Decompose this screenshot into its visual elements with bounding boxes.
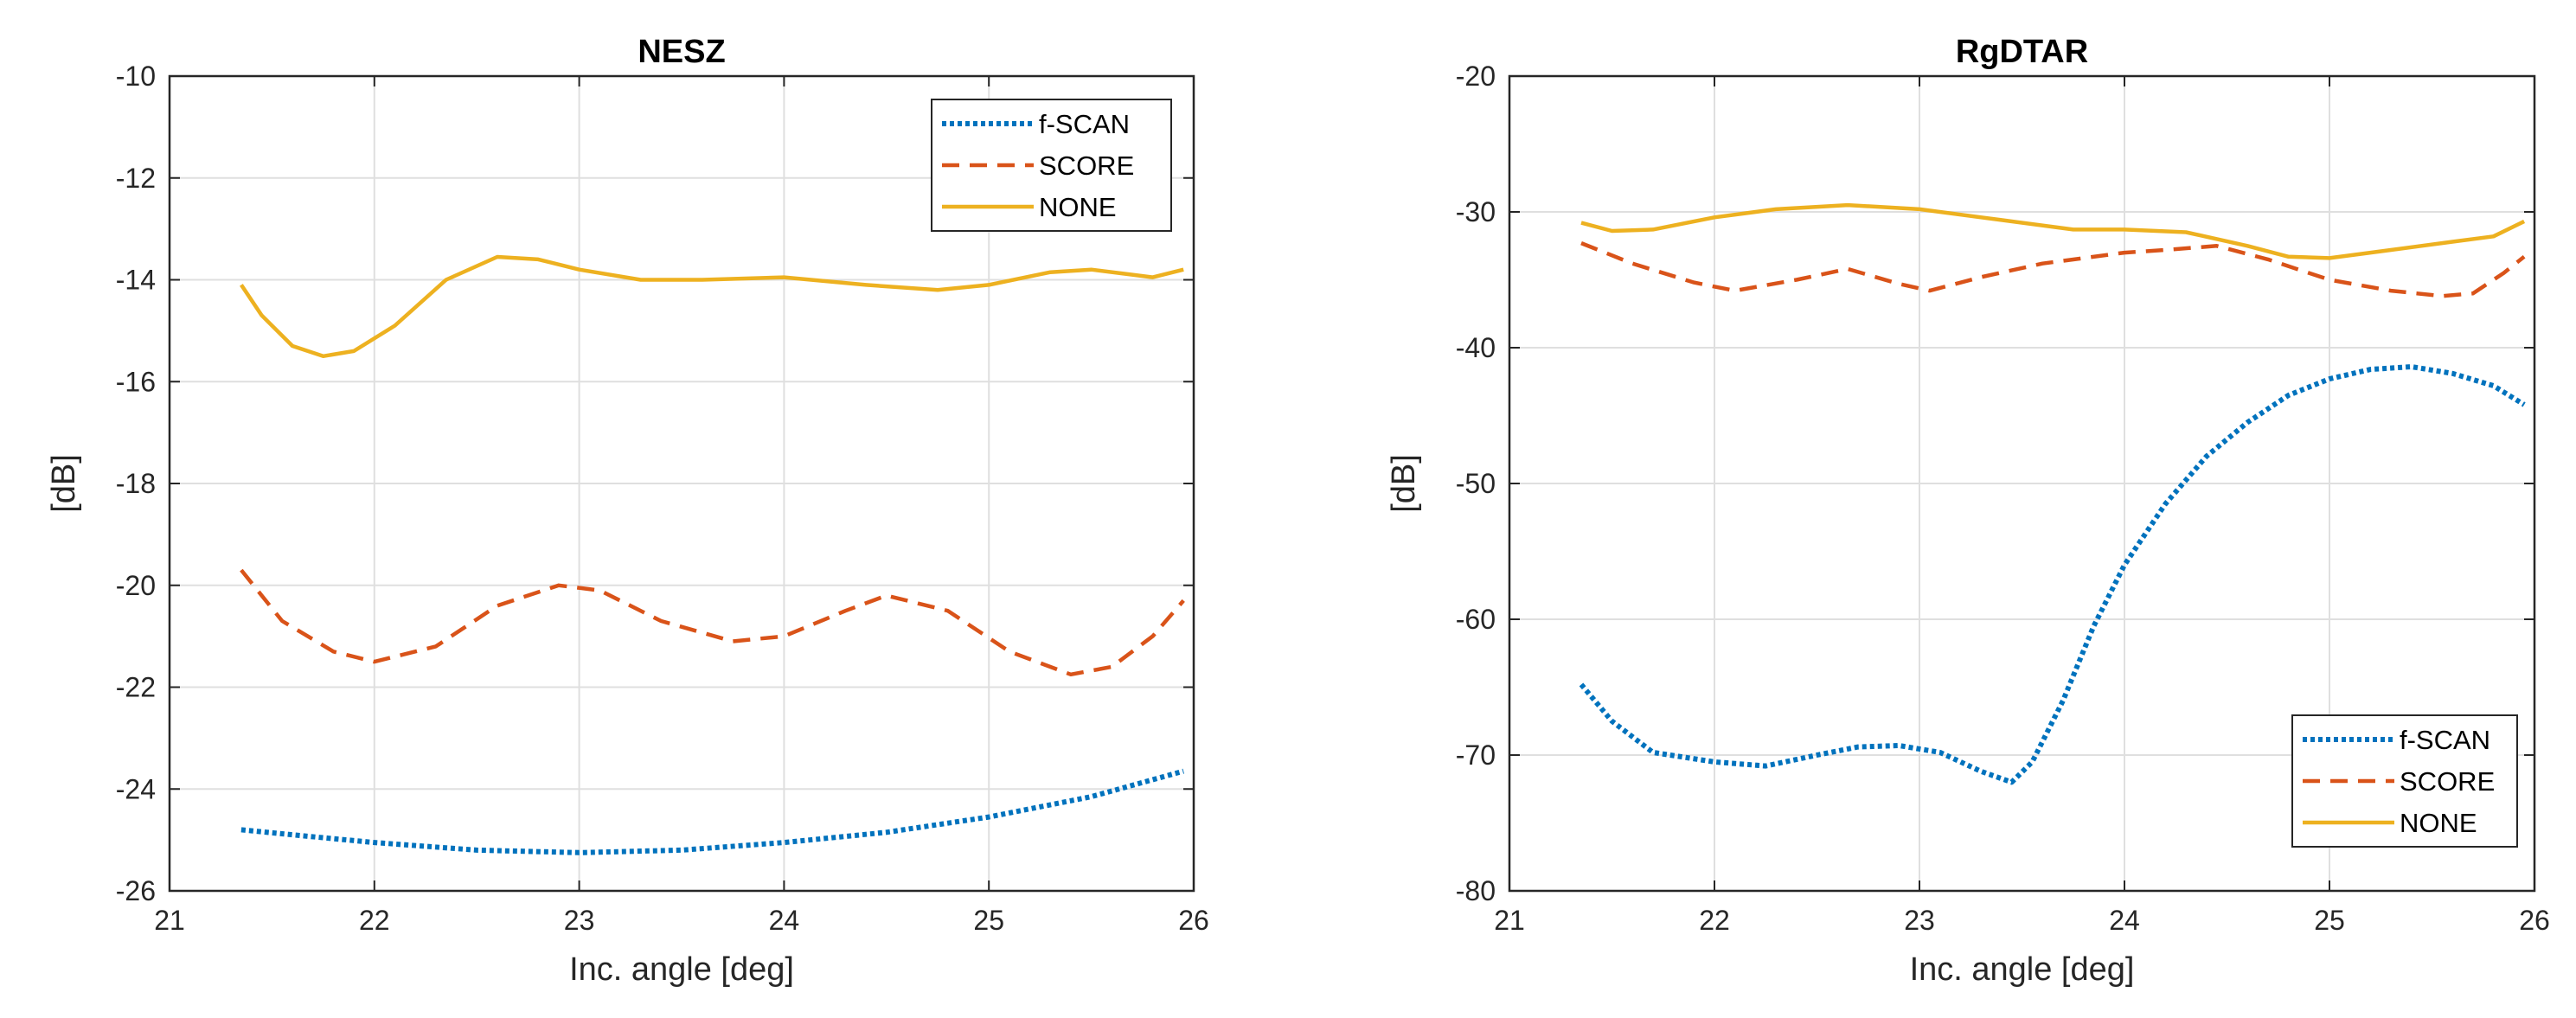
legend-label: NONE (2400, 808, 2477, 838)
legend-label: f-SCAN (1039, 109, 1130, 139)
y-tick-label: -12 (116, 163, 156, 194)
x-tick-label: 22 (359, 905, 390, 936)
rgdtar-chart: 21 22 23 24 25 26 -80 -70 -60 -50 -40 -30 -20 RgDTAR I… (1386, 34, 2550, 988)
y-tick-label: -26 (116, 875, 156, 906)
legend-label: SCORE (1039, 150, 1134, 181)
legend-label: f-SCAN (2400, 725, 2490, 755)
x-tick-label: 26 (1178, 905, 1209, 936)
y-tick-label: -70 (1456, 739, 1496, 771)
x-tick-label: 25 (2314, 905, 2345, 936)
y-tick-label: -30 (1456, 196, 1496, 227)
y-tick-label: -22 (116, 672, 156, 703)
series-line-f-scan (1579, 364, 2526, 785)
series-line-none (1580, 202, 2526, 260)
x-tick-label: 24 (2109, 905, 2140, 936)
legend: f-SCAN SCORE NONE (2291, 714, 2518, 848)
y-tick-label: -20 (1456, 61, 1496, 92)
y-tick-label: -40 (1456, 332, 1496, 363)
series-line-score (1580, 241, 2526, 298)
legend: f-SCAN SCORE NONE (931, 99, 1172, 232)
x-tick-label: 25 (973, 905, 1004, 936)
x-tick-label: 22 (1699, 905, 1730, 936)
y-tick-label: -24 (116, 773, 156, 804)
x-axis-label: Inc. angle [deg] (1910, 951, 2135, 988)
y-tick-label: -80 (1456, 875, 1496, 906)
series-line-none (240, 254, 1184, 359)
chart-title: NESZ (638, 34, 725, 70)
y-axis-label: [dB] (1386, 454, 1422, 513)
y-tick-label: -18 (116, 468, 156, 499)
chart-title: RgDTAR (1956, 34, 2088, 70)
series-line-score (240, 568, 1185, 677)
x-tick-label: 23 (1904, 905, 1935, 936)
x-axis-label: Inc. angle [deg] (569, 951, 794, 988)
x-tick-label: 26 (2519, 905, 2550, 936)
y-tick-label: -60 (1456, 604, 1496, 635)
x-tick-label: 21 (1494, 905, 1525, 936)
y-tick-label: -10 (116, 61, 156, 92)
nesz-chart: 21 22 23 24 25 26 -26 -24 -22 -20 -18 -16 -14 -12 -10 N… (46, 34, 1209, 988)
y-tick-label: -16 (116, 366, 156, 397)
x-tick-label: 21 (154, 905, 185, 936)
y-tick-label: -20 (116, 570, 156, 601)
x-tick-label: 24 (769, 905, 800, 936)
x-tick-label: 23 (564, 905, 595, 936)
y-axis-label: [dB] (46, 454, 82, 513)
legend-label: SCORE (2400, 766, 2495, 797)
legend-label: NONE (1039, 192, 1117, 222)
y-tick-label: -14 (116, 265, 156, 296)
y-tick-label: -50 (1456, 468, 1496, 499)
